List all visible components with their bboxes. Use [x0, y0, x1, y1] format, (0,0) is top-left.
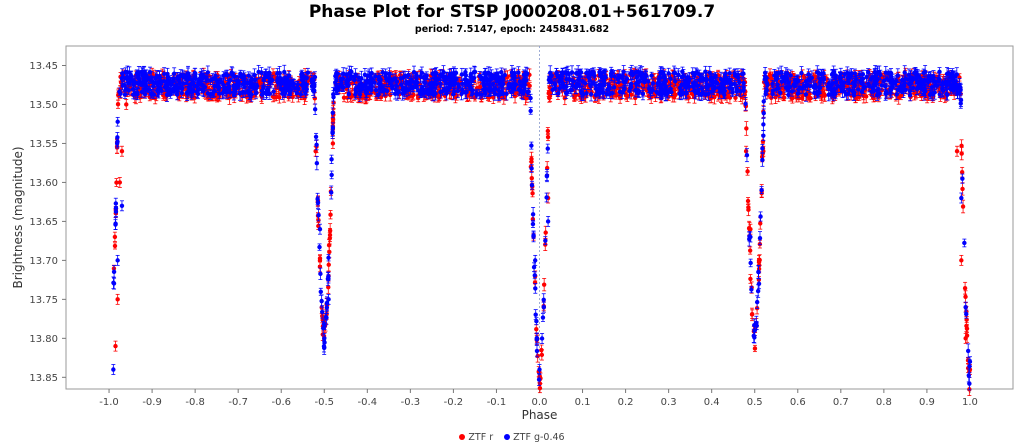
x-tick-label: 0.3 — [661, 397, 677, 408]
x-tick-label: -0.8 — [185, 397, 205, 408]
chart-title: Phase Plot for STSP J000208.01+561709.7 — [308, 2, 716, 22]
legend-item-ztf-g: ZTF g-0.46 — [504, 432, 565, 443]
x-tick-label: -0.4 — [358, 397, 378, 408]
x-axis-label: Phase — [522, 408, 558, 422]
y-tick-label: 13.75 — [29, 295, 58, 306]
x-tick-label: 0.4 — [704, 397, 720, 408]
x-tick-label: 0.0 — [532, 397, 548, 408]
data-point-ztf-r — [328, 210, 333, 220]
x-tick-label: 0.8 — [876, 397, 892, 408]
y-tick-label: 13.80 — [29, 334, 58, 345]
x-tick-label: 1.0 — [962, 397, 978, 408]
x-tick-label: 0.2 — [618, 397, 634, 408]
y-tick-label: 13.45 — [29, 61, 58, 72]
x-tick-label: 0.5 — [747, 397, 763, 408]
y-tick-label: 13.55 — [29, 139, 58, 150]
chart-subtitle: period: 7.5147, epoch: 2458431.682 — [414, 24, 610, 35]
x-tick-label: -1.0 — [99, 397, 119, 408]
x-tick-label: 0.9 — [919, 397, 935, 408]
y-axis-label: Brightness (magnitude) — [11, 146, 25, 288]
x-tick-label: 0.1 — [575, 397, 591, 408]
x-tick-label: 0.6 — [790, 397, 806, 408]
legend-label-ztf-g: ZTF g-0.46 — [513, 432, 565, 443]
x-tick-label: -0.9 — [142, 397, 162, 408]
legend-item-ztf-r: ZTF r — [459, 432, 493, 443]
y-tick-label: 13.50 — [29, 100, 58, 111]
x-tick-label: -0.5 — [315, 397, 335, 408]
legend-label-ztf-r: ZTF r — [468, 432, 494, 443]
legend-marker-ztf-g — [504, 434, 511, 440]
x-tick-label: -0.7 — [228, 397, 248, 408]
legend-marker-ztf-r — [459, 434, 466, 440]
y-tick-label: 13.85 — [29, 373, 58, 384]
x-tick-label: 0.7 — [833, 397, 849, 408]
x-tick-label: -0.3 — [401, 397, 421, 408]
y-tick-label: 13.65 — [29, 217, 58, 228]
x-tick-label: -0.6 — [271, 397, 291, 408]
legend: ZTF r ZTF g-0.46 — [0, 432, 1024, 443]
x-tick-label: -0.1 — [487, 397, 507, 408]
y-tick-label: 13.70 — [29, 256, 58, 267]
x-tick-label: -0.2 — [444, 397, 464, 408]
y-tick-label: 13.60 — [29, 178, 58, 189]
